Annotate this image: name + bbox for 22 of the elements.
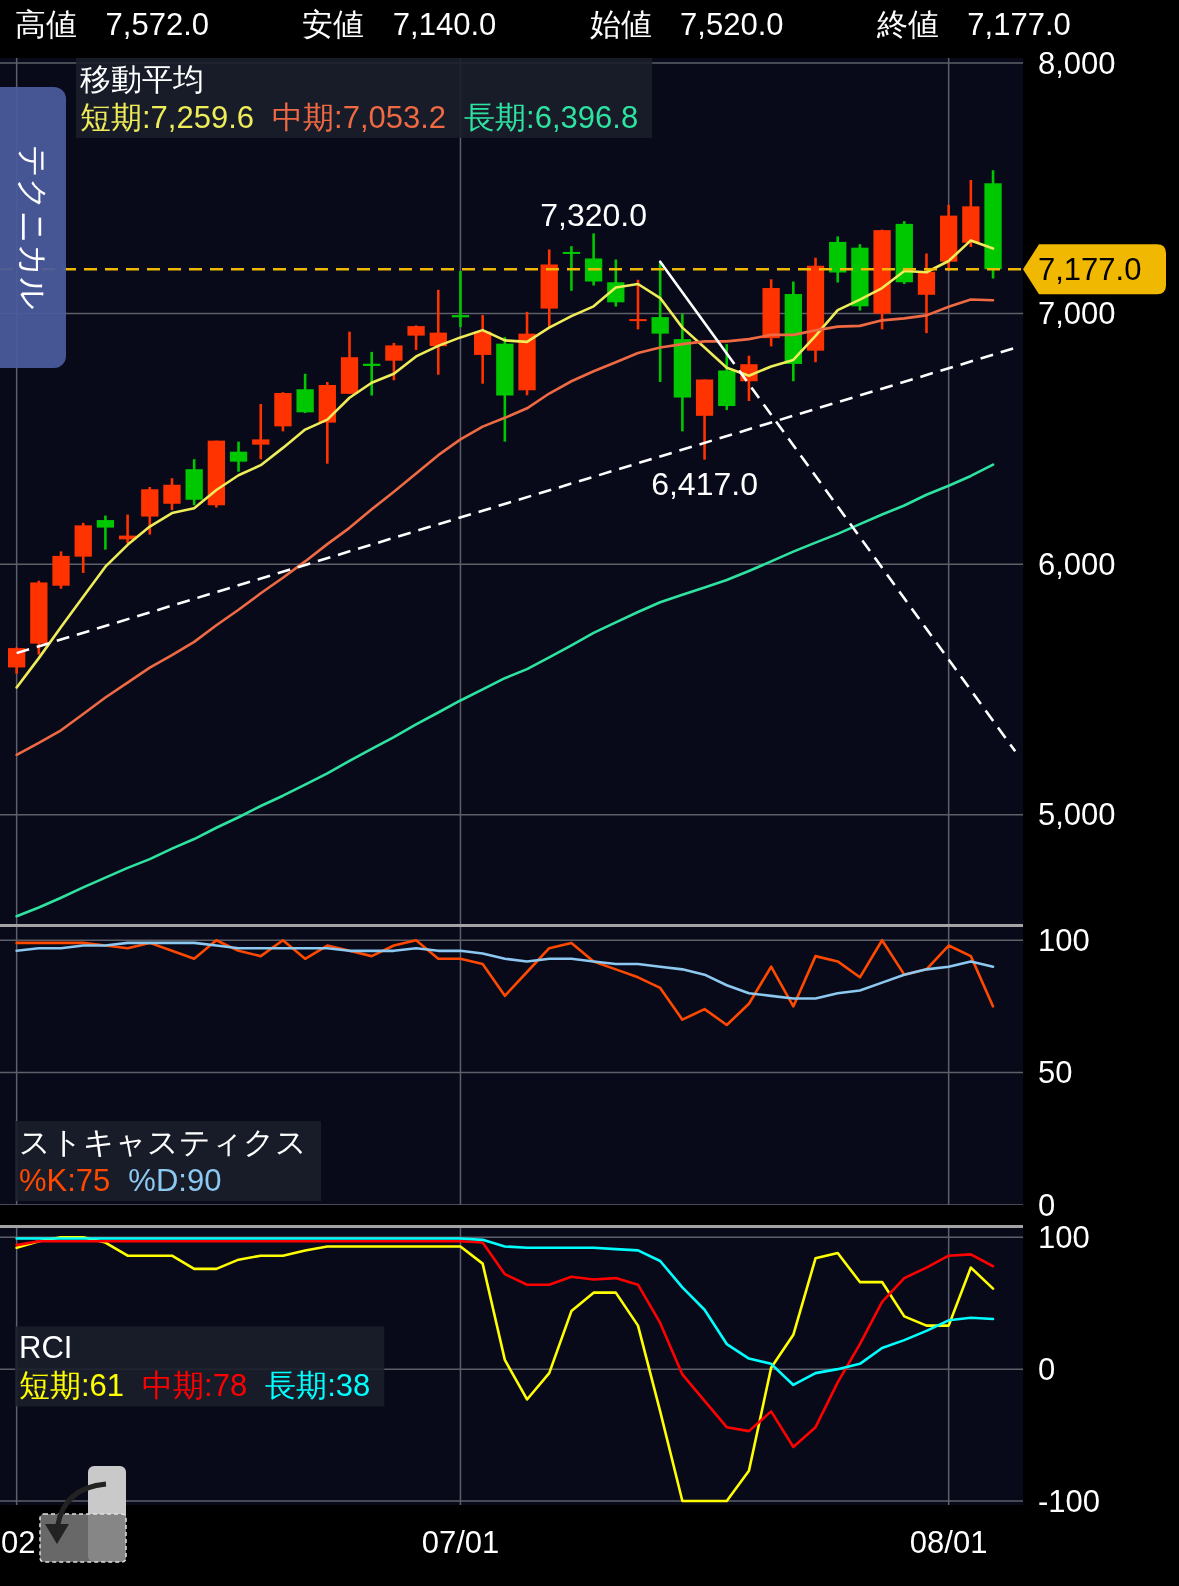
legend-title: 移動平均 [80,61,204,97]
annotation: テクニカル [15,145,51,310]
y-tick-label: 100 [1038,922,1090,958]
text: 7,177.0 [1038,251,1142,287]
x-tick-label: 08/01 [909,1524,988,1560]
y-tick-label: 8,000 [1038,45,1116,81]
legend: ストキャスティクス %K:75 %D:90 [15,1121,321,1201]
y-tick-label: 5,000 [1038,797,1116,833]
annotation: 6,417.0 [651,465,758,502]
x-tick-label: 02 [1,1524,36,1560]
annotation: 7,320.0 [540,197,647,234]
y-tick-label: 6,000 [1038,546,1116,582]
y-tick-label: 50 [1038,1055,1073,1091]
y-tick-label: 0 [1038,1351,1056,1387]
chart-title: 高値 7,572.0 安値 7,140.0 始値 7,520.0 終値 7,177.0 [15,6,1071,42]
legend: 移動平均 短期:7,259.6 中期:7,053.2 長期:6,396.8 [76,58,653,138]
y-tick-label: -100 [1038,1483,1101,1519]
x-tick-label: 07/01 [421,1524,500,1560]
legend-title: RCI [19,1330,73,1365]
y-tick-label: 7,000 [1038,296,1116,332]
legend: RCI 短期:61 中期:78 長期:38 [15,1326,385,1407]
legend-title: ストキャスティクス [19,1124,307,1160]
